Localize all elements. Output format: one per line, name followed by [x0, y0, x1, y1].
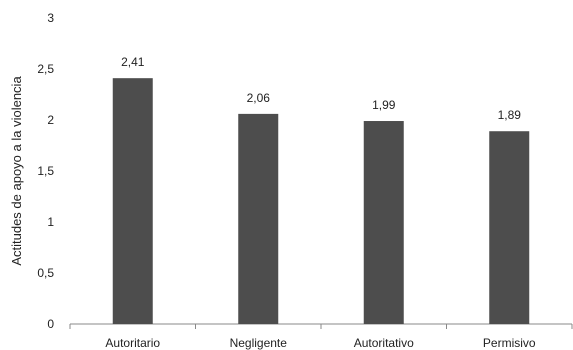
data-label: 1,89	[498, 108, 522, 122]
x-category-label: Permisivo	[483, 336, 536, 350]
y-tick-label: 2,5	[37, 62, 54, 76]
x-category-label: Negligente	[230, 336, 288, 350]
y-tick-label: 1	[47, 215, 54, 229]
data-label: 2,41	[121, 55, 145, 69]
data-label: 1,99	[372, 98, 396, 112]
y-tick-label: 0,5	[37, 266, 54, 280]
data-labels-group: 2,41 2,06 1,99 1,89	[121, 55, 521, 122]
y-axis-title: Actitudes de apoyo a la violencia	[9, 76, 24, 266]
bar-autoritario	[112, 78, 153, 325]
x-category-label: Autoritario	[105, 336, 160, 350]
bar-permisivo	[489, 131, 530, 324]
data-label: 2,06	[247, 91, 271, 105]
bar-negligente	[238, 113, 279, 324]
x-axis-tick-marks	[69, 324, 573, 329]
bars-group	[112, 78, 530, 325]
category-labels-group: Autoritario Negligente Autoritativo Permisi…	[105, 336, 536, 350]
y-tick-label: 3	[47, 11, 54, 25]
bar-autoritativo	[363, 121, 404, 325]
y-tick-label: 2	[47, 113, 54, 127]
x-category-label: Autoritativo	[354, 336, 414, 350]
y-axis-ticks: 0 0,5 1 1,5 2 2,5 3	[37, 11, 54, 331]
y-tick-label: 1,5	[37, 164, 54, 178]
y-tick-label: 0	[47, 317, 54, 331]
